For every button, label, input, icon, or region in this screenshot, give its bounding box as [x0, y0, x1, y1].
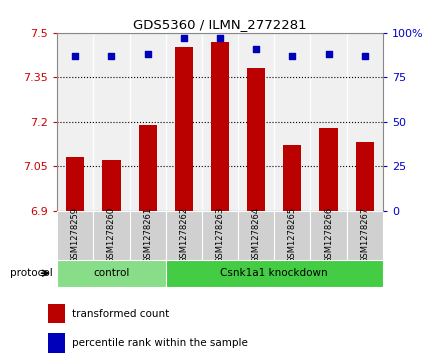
Text: Csnk1a1 knockdown: Csnk1a1 knockdown	[220, 268, 328, 278]
Point	[72, 53, 79, 59]
Bar	[139, 125, 157, 211]
Title: GDS5360 / ILMN_2772281: GDS5360 / ILMN_2772281	[133, 19, 307, 32]
Point	[325, 51, 332, 57]
Text: GSM1278261: GSM1278261	[143, 207, 152, 263]
Text: GSM1278263: GSM1278263	[216, 207, 224, 263]
Text: transformed count: transformed count	[72, 309, 169, 319]
Text: GSM1278265: GSM1278265	[288, 207, 297, 263]
Text: percentile rank within the sample: percentile rank within the sample	[72, 338, 248, 348]
Bar	[166, 260, 383, 287]
Point	[108, 53, 115, 59]
Bar	[129, 211, 166, 260]
Text: protocol: protocol	[10, 268, 53, 278]
Bar	[274, 211, 311, 260]
Bar	[319, 127, 337, 211]
Bar	[166, 211, 202, 260]
Point	[180, 35, 187, 41]
Bar	[48, 304, 65, 323]
Bar	[283, 145, 301, 211]
Bar	[247, 68, 265, 211]
Bar	[356, 142, 374, 211]
Bar	[93, 211, 129, 260]
Text: GSM1278267: GSM1278267	[360, 207, 369, 263]
Point	[216, 35, 224, 41]
Bar	[57, 211, 93, 260]
Point	[361, 53, 368, 59]
Text: GSM1278260: GSM1278260	[107, 207, 116, 263]
Text: GSM1278266: GSM1278266	[324, 207, 333, 263]
Text: GSM1278264: GSM1278264	[252, 207, 260, 263]
Text: GSM1278262: GSM1278262	[180, 207, 188, 263]
Bar	[57, 260, 166, 287]
Bar	[48, 333, 65, 353]
Bar	[175, 48, 193, 211]
Point	[253, 46, 260, 52]
Text: GSM1278259: GSM1278259	[71, 207, 80, 263]
Point	[144, 51, 151, 57]
Bar	[211, 41, 229, 211]
Bar	[347, 211, 383, 260]
Point	[289, 53, 296, 59]
Text: control: control	[93, 268, 130, 278]
Bar	[103, 160, 121, 211]
Bar	[238, 211, 274, 260]
Bar	[202, 211, 238, 260]
Bar	[66, 157, 84, 211]
Bar	[311, 211, 347, 260]
